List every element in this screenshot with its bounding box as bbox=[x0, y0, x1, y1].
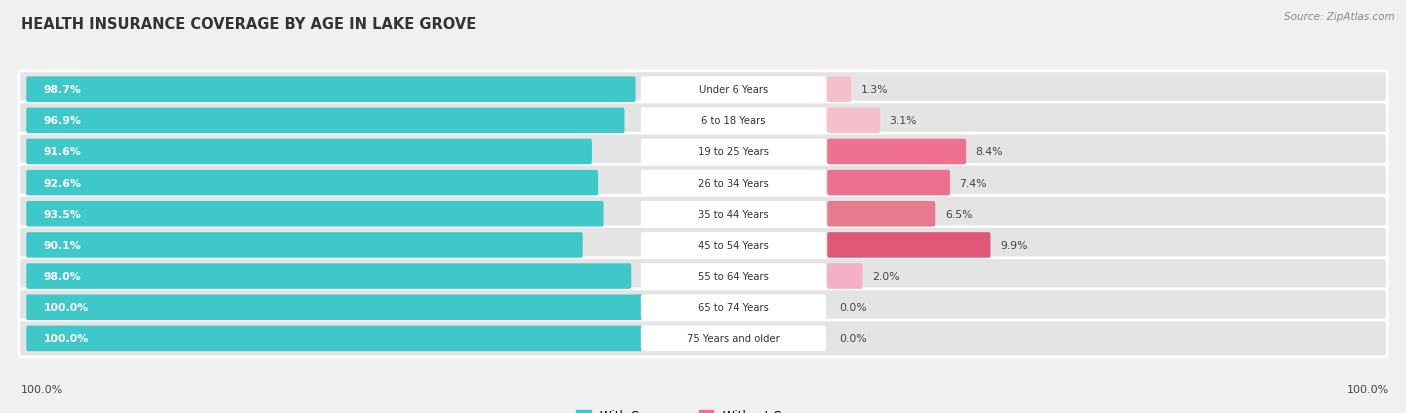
Text: 90.1%: 90.1% bbox=[44, 240, 82, 250]
FancyBboxPatch shape bbox=[18, 320, 1388, 357]
FancyBboxPatch shape bbox=[27, 171, 598, 196]
FancyBboxPatch shape bbox=[641, 233, 825, 258]
FancyBboxPatch shape bbox=[27, 202, 603, 227]
Text: 100.0%: 100.0% bbox=[21, 385, 63, 394]
FancyBboxPatch shape bbox=[18, 289, 1388, 326]
Text: 6.5%: 6.5% bbox=[945, 209, 973, 219]
Text: 91.6%: 91.6% bbox=[44, 147, 82, 157]
Text: 55 to 64 Years: 55 to 64 Years bbox=[697, 271, 769, 281]
FancyBboxPatch shape bbox=[18, 258, 1388, 295]
Text: 7.4%: 7.4% bbox=[959, 178, 987, 188]
Text: 65 to 74 Years: 65 to 74 Years bbox=[697, 302, 769, 313]
Text: 19 to 25 Years: 19 to 25 Years bbox=[697, 147, 769, 157]
FancyBboxPatch shape bbox=[18, 196, 1388, 233]
Text: 45 to 54 Years: 45 to 54 Years bbox=[697, 240, 769, 250]
FancyBboxPatch shape bbox=[18, 134, 1388, 171]
FancyBboxPatch shape bbox=[827, 139, 966, 165]
Text: 75 Years and older: 75 Years and older bbox=[688, 334, 780, 344]
FancyBboxPatch shape bbox=[641, 108, 825, 134]
FancyBboxPatch shape bbox=[27, 295, 644, 320]
Text: 93.5%: 93.5% bbox=[44, 209, 82, 219]
FancyBboxPatch shape bbox=[641, 139, 825, 165]
Text: Source: ZipAtlas.com: Source: ZipAtlas.com bbox=[1284, 12, 1395, 22]
Text: 96.9%: 96.9% bbox=[44, 116, 82, 126]
Text: 100.0%: 100.0% bbox=[1347, 385, 1389, 394]
FancyBboxPatch shape bbox=[18, 165, 1388, 202]
Text: 2.0%: 2.0% bbox=[872, 271, 900, 281]
FancyBboxPatch shape bbox=[27, 108, 624, 134]
Text: HEALTH INSURANCE COVERAGE BY AGE IN LAKE GROVE: HEALTH INSURANCE COVERAGE BY AGE IN LAKE… bbox=[21, 17, 477, 31]
FancyBboxPatch shape bbox=[641, 77, 825, 103]
FancyBboxPatch shape bbox=[27, 233, 582, 258]
Legend: With Coverage, Without Coverage: With Coverage, Without Coverage bbox=[572, 404, 834, 413]
FancyBboxPatch shape bbox=[827, 171, 950, 196]
FancyBboxPatch shape bbox=[641, 326, 825, 351]
Text: 26 to 34 Years: 26 to 34 Years bbox=[697, 178, 769, 188]
Text: 0.0%: 0.0% bbox=[839, 302, 868, 313]
FancyBboxPatch shape bbox=[27, 139, 592, 165]
Text: 8.4%: 8.4% bbox=[976, 147, 1002, 157]
FancyBboxPatch shape bbox=[18, 227, 1388, 263]
FancyBboxPatch shape bbox=[18, 71, 1388, 108]
FancyBboxPatch shape bbox=[827, 108, 880, 134]
FancyBboxPatch shape bbox=[827, 233, 990, 258]
FancyBboxPatch shape bbox=[827, 202, 935, 227]
Text: 100.0%: 100.0% bbox=[44, 334, 89, 344]
FancyBboxPatch shape bbox=[27, 77, 636, 103]
FancyBboxPatch shape bbox=[641, 263, 825, 289]
Text: 3.1%: 3.1% bbox=[890, 116, 917, 126]
Text: 0.0%: 0.0% bbox=[839, 334, 868, 344]
FancyBboxPatch shape bbox=[18, 103, 1388, 139]
FancyBboxPatch shape bbox=[641, 202, 825, 227]
Text: 35 to 44 Years: 35 to 44 Years bbox=[699, 209, 769, 219]
Text: 6 to 18 Years: 6 to 18 Years bbox=[702, 116, 766, 126]
Text: 100.0%: 100.0% bbox=[44, 302, 89, 313]
FancyBboxPatch shape bbox=[27, 263, 631, 289]
FancyBboxPatch shape bbox=[827, 263, 862, 289]
FancyBboxPatch shape bbox=[641, 171, 825, 196]
FancyBboxPatch shape bbox=[27, 326, 644, 351]
Text: 98.7%: 98.7% bbox=[44, 85, 82, 95]
FancyBboxPatch shape bbox=[641, 295, 825, 320]
Text: 98.0%: 98.0% bbox=[44, 271, 82, 281]
Text: 1.3%: 1.3% bbox=[860, 85, 889, 95]
Text: 92.6%: 92.6% bbox=[44, 178, 82, 188]
Text: 9.9%: 9.9% bbox=[1000, 240, 1028, 250]
FancyBboxPatch shape bbox=[827, 77, 851, 103]
Text: Under 6 Years: Under 6 Years bbox=[699, 85, 768, 95]
